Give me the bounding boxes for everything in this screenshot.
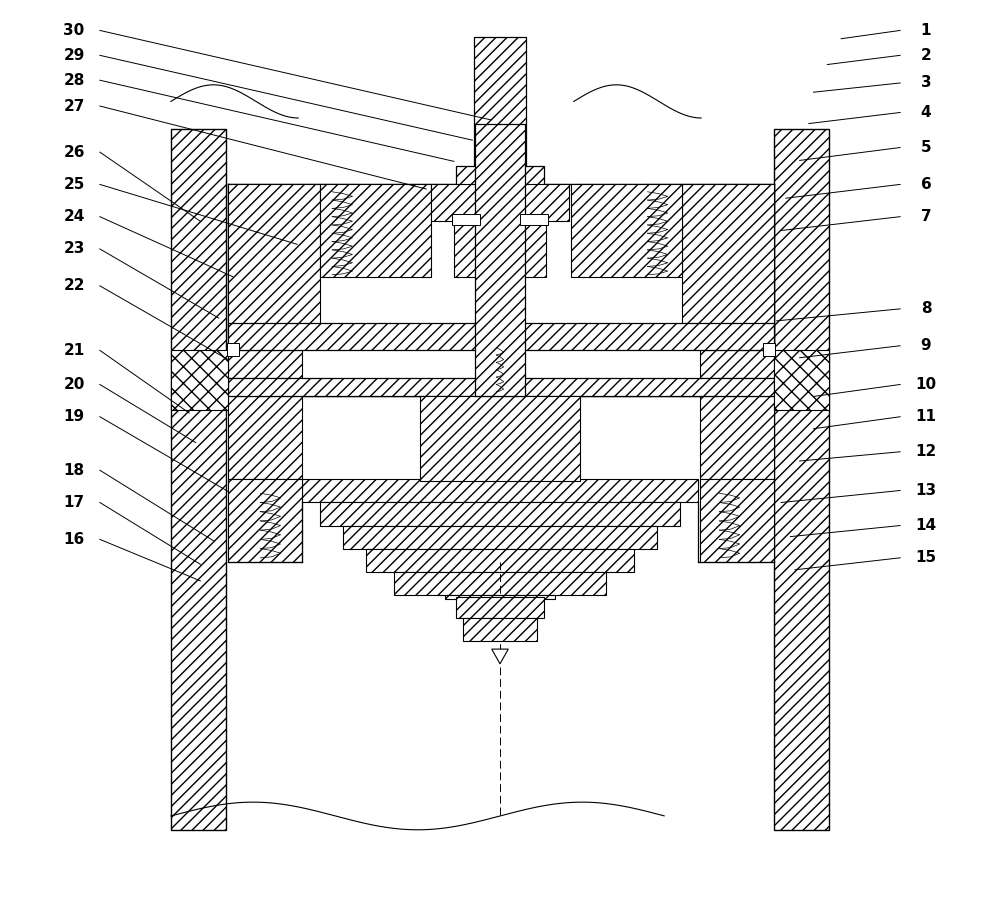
Bar bbox=[228, 184, 357, 221]
Text: 3: 3 bbox=[921, 76, 931, 90]
Text: 18: 18 bbox=[63, 463, 85, 478]
Bar bbox=[228, 184, 320, 332]
Polygon shape bbox=[492, 649, 508, 664]
Text: 29: 29 bbox=[63, 48, 85, 63]
Text: 4: 4 bbox=[921, 105, 931, 120]
Text: 8: 8 bbox=[921, 301, 931, 316]
Bar bbox=[774, 129, 829, 830]
Bar bbox=[475, 124, 525, 396]
Bar bbox=[228, 323, 774, 350]
Bar bbox=[520, 214, 548, 225]
Bar bbox=[227, 343, 239, 356]
Text: 23: 23 bbox=[63, 242, 85, 256]
Text: 10: 10 bbox=[915, 377, 937, 392]
Text: 16: 16 bbox=[63, 532, 85, 547]
Bar bbox=[320, 502, 680, 526]
Text: 11: 11 bbox=[915, 409, 936, 424]
Text: 27: 27 bbox=[63, 99, 85, 113]
Bar bbox=[445, 595, 555, 599]
Bar bbox=[774, 350, 829, 410]
Bar bbox=[320, 184, 431, 277]
Bar bbox=[366, 549, 634, 572]
Bar bbox=[456, 166, 544, 189]
Bar bbox=[228, 479, 302, 562]
Bar bbox=[431, 184, 569, 221]
Bar bbox=[302, 479, 698, 502]
Bar bbox=[456, 597, 544, 618]
Text: 15: 15 bbox=[915, 550, 937, 565]
Text: 2: 2 bbox=[921, 48, 931, 63]
Text: 17: 17 bbox=[63, 495, 85, 510]
Text: 13: 13 bbox=[915, 483, 937, 498]
Text: 21: 21 bbox=[63, 343, 85, 358]
Bar bbox=[420, 396, 580, 481]
Text: 14: 14 bbox=[915, 518, 937, 533]
Bar bbox=[571, 184, 682, 277]
Bar bbox=[700, 350, 774, 378]
Bar bbox=[763, 343, 775, 356]
Bar bbox=[228, 396, 302, 479]
Text: 6: 6 bbox=[921, 177, 931, 192]
Bar bbox=[171, 350, 228, 410]
Text: 9: 9 bbox=[921, 338, 931, 353]
Bar bbox=[452, 214, 480, 225]
Text: 24: 24 bbox=[63, 209, 85, 224]
Text: 7: 7 bbox=[921, 209, 931, 224]
Text: 19: 19 bbox=[63, 409, 85, 424]
Text: 20: 20 bbox=[63, 377, 85, 392]
Text: 30: 30 bbox=[63, 23, 85, 38]
Text: 22: 22 bbox=[63, 278, 85, 293]
Bar bbox=[700, 396, 774, 479]
Bar bbox=[700, 479, 774, 562]
Bar bbox=[645, 184, 774, 221]
Text: 28: 28 bbox=[63, 73, 85, 88]
Text: 1: 1 bbox=[921, 23, 931, 38]
Bar bbox=[394, 572, 606, 595]
Bar bbox=[228, 378, 774, 396]
Bar bbox=[463, 618, 537, 641]
Bar bbox=[682, 184, 774, 332]
Bar bbox=[343, 526, 657, 549]
Text: 5: 5 bbox=[921, 140, 931, 155]
Bar bbox=[228, 350, 302, 378]
Text: 12: 12 bbox=[915, 444, 937, 459]
Bar bbox=[171, 129, 226, 830]
Text: 26: 26 bbox=[63, 145, 85, 160]
Text: 25: 25 bbox=[63, 177, 85, 192]
Bar bbox=[474, 37, 526, 166]
Bar bbox=[454, 221, 546, 277]
